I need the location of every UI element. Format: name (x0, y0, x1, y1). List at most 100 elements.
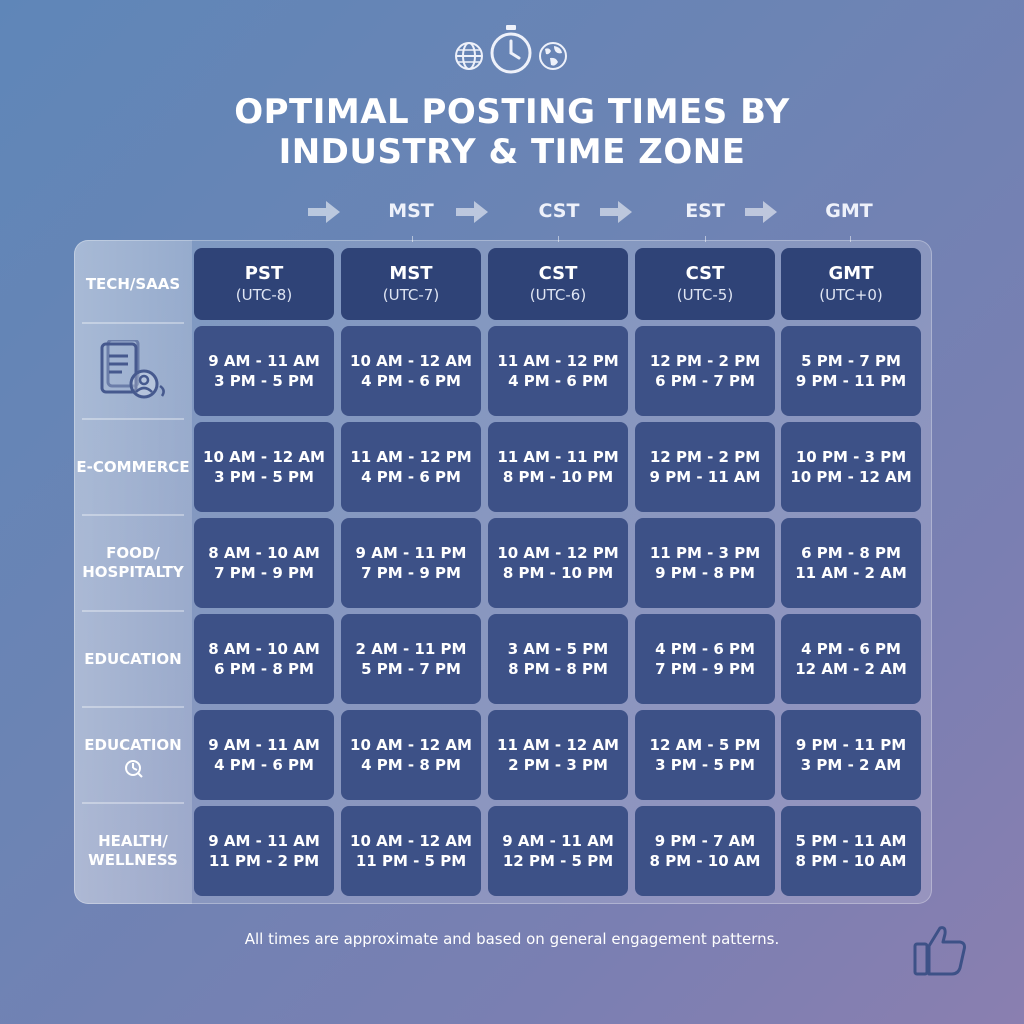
time-cell: 8 AM - 10 AM 7 PM - 9 PM (194, 518, 334, 608)
timezone-label: MST (388, 200, 434, 222)
time-range: 9 PM - 11 PM (795, 372, 907, 390)
time-cell: 10 AM - 12 PM 8 PM - 10 PM (488, 518, 628, 608)
time-range: 8 PM - 8 PM (508, 660, 608, 678)
time-cell: 4 PM - 6 PM 7 PM - 9 PM (635, 614, 775, 704)
time-range: 7 PM - 9 PM (361, 564, 461, 582)
time-range: 8 PM - 10 AM (795, 852, 907, 870)
time-range: 8 AM - 10 AM (208, 640, 320, 658)
document-user-icon (100, 340, 165, 399)
column-header: GMT (UTC+0) (781, 248, 921, 320)
time-range: 7 PM - 9 PM (655, 660, 755, 678)
time-range: 4 PM - 6 PM (801, 640, 901, 658)
time-range: 10 AM - 12 PM (497, 544, 619, 562)
time-cell: 6 PM - 8 PM 11 AM - 2 AM (781, 518, 921, 608)
column-header-name: CST (538, 263, 578, 284)
time-cell: 9 AM - 11 AM 4 PM - 6 PM (194, 710, 334, 800)
time-cell: 5 PM - 11 AM 8 PM - 10 AM (781, 806, 921, 896)
time-range: 8 PM - 10 PM (502, 468, 614, 486)
time-range: 6 PM - 8 PM (214, 660, 314, 678)
time-cell: 9 AM - 11 AM 11 PM - 2 PM (194, 806, 334, 896)
time-range: 2 PM - 3 PM (508, 756, 608, 774)
arrow-right-icon (456, 201, 488, 223)
industry-label-column (74, 240, 192, 904)
thumbs-up-icon (913, 926, 966, 976)
time-range: 4 PM - 6 PM (214, 756, 314, 774)
time-range: 11 PM - 5 PM (355, 852, 467, 870)
time-range: 10 PM - 12 AM (790, 468, 912, 486)
stopwatch-icon (490, 25, 532, 74)
time-range: 6 PM - 8 PM (801, 544, 901, 562)
time-range: 5 PM - 11 AM (795, 832, 907, 850)
time-range: 10 AM - 12 AM (350, 832, 472, 850)
time-range: 4 PM - 6 PM (361, 468, 461, 486)
column-header-name: GMT (828, 263, 874, 284)
arrow-right-icon (600, 201, 632, 223)
time-cell: 4 PM - 6 PM 12 AM - 2 AM (781, 614, 921, 704)
time-range: 3 PM - 2 AM (800, 756, 902, 774)
page-title: OPTIMAL POSTING TIMES BY INDUSTRY & TIME… (112, 92, 912, 172)
time-range: 12 AM - 5 PM (649, 736, 761, 754)
time-cell: 9 PM - 7 AM 8 PM - 10 AM (635, 806, 775, 896)
time-range: 9 AM - 11 AM (502, 832, 614, 850)
time-cell: 9 PM - 11 PM 3 PM - 2 AM (781, 710, 921, 800)
time-cell: 9 AM - 11 PM 7 PM - 9 PM (341, 518, 481, 608)
time-range: 4 PM - 6 PM (655, 640, 755, 658)
time-range: 11 AM - 2 AM (795, 564, 907, 582)
time-range: 10 AM - 12 AM (350, 736, 472, 754)
time-range: 5 PM - 7 PM (361, 660, 461, 678)
time-cell: 11 AM - 12 PM 4 PM - 6 PM (341, 422, 481, 512)
time-cell: 8 AM - 10 AM 6 PM - 8 PM (194, 614, 334, 704)
timezone-label: GMT (825, 200, 873, 222)
column-header-name: MST (389, 263, 433, 284)
time-range: 7 PM - 9 PM (214, 564, 314, 582)
timezone-label: EST (685, 200, 725, 222)
time-range: 9 AM - 11 AM (208, 832, 320, 850)
tick-mark (412, 236, 413, 242)
time-cell: 10 AM - 12 AM 3 PM - 5 PM (194, 422, 334, 512)
row-label: EDUCATION (84, 649, 182, 668)
time-cell: 11 PM - 3 PM 9 PM - 8 PM (635, 518, 775, 608)
time-range: 9 AM - 11 PM (355, 544, 467, 562)
row-label: E-COMMERCE (76, 457, 190, 476)
time-cell: 12 PM - 2 PM 6 PM - 7 PM (635, 326, 775, 416)
column-header: MST (UTC-7) (341, 248, 481, 320)
row-divider (82, 802, 184, 804)
time-range: 10 PM - 3 PM (795, 448, 907, 466)
row-divider (82, 610, 184, 612)
time-range: 8 AM - 10 AM (208, 544, 320, 562)
column-header-offset: (UTC-5) (676, 286, 734, 304)
earth-icon (539, 42, 567, 70)
time-range: 9 AM - 11 AM (208, 736, 320, 754)
time-range: 12 AM - 2 AM (795, 660, 907, 678)
timezone-label: CST (538, 200, 580, 222)
time-range: 10 AM - 12 AM (350, 352, 472, 370)
time-cell: 5 PM - 7 PM 9 PM - 11 PM (781, 326, 921, 416)
time-range: 11 PM - 3 PM (649, 544, 761, 562)
top-icons (0, 24, 1024, 80)
time-cell: 9 AM - 11 AM 12 PM - 5 PM (488, 806, 628, 896)
clock-icon (125, 760, 143, 778)
time-cell: 2 AM - 11 PM 5 PM - 7 PM (341, 614, 481, 704)
time-range: 9 PM - 11 PM (795, 736, 907, 754)
time-range: 3 AM - 5 PM (507, 640, 609, 658)
time-cell: 12 AM - 5 PM 3 PM - 5 PM (635, 710, 775, 800)
time-cell: 10 AM - 12 AM 4 PM - 6 PM (341, 326, 481, 416)
time-range: 11 AM - 12 AM (497, 736, 619, 754)
time-range: 3 PM - 5 PM (214, 372, 314, 390)
title-line-1: OPTIMAL POSTING TIMES BY (234, 92, 790, 132)
time-cell: 12 PM - 2 PM 9 PM - 11 AM (635, 422, 775, 512)
time-cell: 10 PM - 3 PM 10 PM - 12 AM (781, 422, 921, 512)
time-range: 8 PM - 10 PM (502, 564, 614, 582)
globe-icon (455, 42, 483, 70)
row-divider (82, 514, 184, 516)
footer-note: All times are approximate and based on g… (244, 930, 780, 948)
time-range: 11 PM - 2 PM (208, 852, 320, 870)
time-cell: 3 AM - 5 PM 8 PM - 8 PM (488, 614, 628, 704)
time-range: 9 PM - 8 PM (655, 564, 755, 582)
column-header-name: PST (244, 263, 284, 284)
time-range: 9 AM - 11 AM (208, 352, 320, 370)
time-range: 4 PM - 6 PM (361, 372, 461, 390)
arrow-right-icon (308, 201, 340, 223)
row-label: EDUCATION (84, 735, 182, 754)
column-header: CST (UTC-5) (635, 248, 775, 320)
